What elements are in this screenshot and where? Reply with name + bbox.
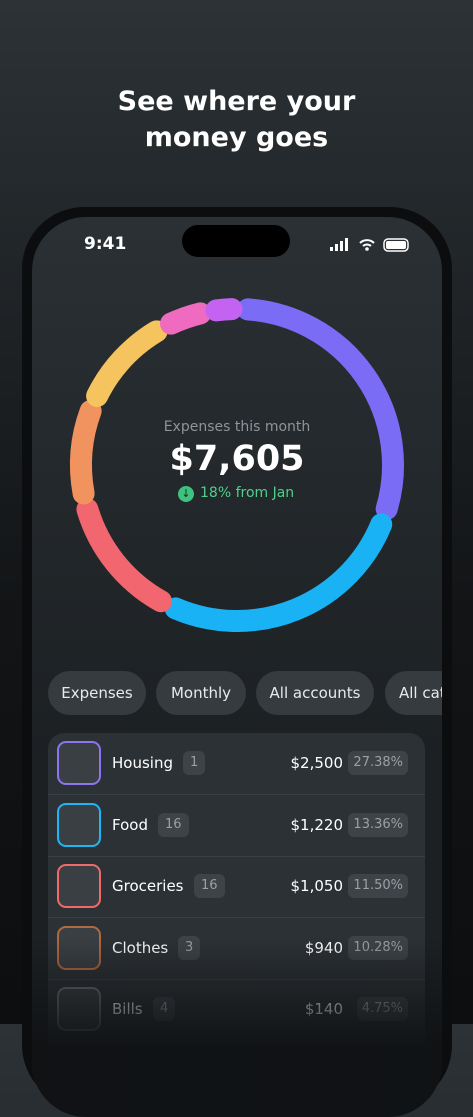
status-time: 9:41 bbox=[84, 234, 127, 254]
filter-chip[interactable]: Expenses bbox=[48, 671, 146, 715]
status-icons bbox=[330, 238, 409, 252]
category-name: Groceries bbox=[112, 877, 184, 895]
category-icon bbox=[57, 741, 101, 785]
filter-chip[interactable]: Monthly bbox=[156, 671, 246, 715]
donut-segment bbox=[159, 302, 212, 335]
category-name: Food bbox=[112, 815, 148, 834]
filter-chip[interactable]: All accounts bbox=[256, 671, 374, 715]
summary-amount: $7,605 bbox=[169, 439, 305, 479]
category-amount: $1,050 bbox=[290, 877, 344, 895]
category-amount: $1,220 bbox=[290, 815, 344, 834]
filter-chip[interactable]: All cat bbox=[385, 671, 442, 715]
headline: See where your bbox=[117, 86, 356, 117]
donut-segment bbox=[236, 298, 404, 521]
donut-segment bbox=[205, 298, 243, 322]
donut-chart bbox=[70, 298, 404, 632]
donut-segment bbox=[164, 513, 393, 632]
category-row[interactable]: Housing 1 $2,500 27.38% bbox=[48, 733, 425, 795]
transaction-count: 16 bbox=[194, 874, 225, 898]
category-share: 11.50% bbox=[348, 874, 408, 898]
category-row[interactable]: Groceries 16 $1,050 11.50% bbox=[48, 856, 425, 918]
donut-segment bbox=[76, 498, 172, 613]
category-amount: $2,500 bbox=[290, 754, 344, 772]
donut-segment bbox=[86, 320, 168, 407]
donut-segment bbox=[70, 399, 102, 505]
category-name: Housing bbox=[112, 754, 173, 772]
category-row[interactable]: Food 16 $1,220 13.36% bbox=[48, 795, 425, 857]
summary-change: 18% from Jan bbox=[200, 485, 295, 501]
category-share: 27.38% bbox=[348, 751, 408, 775]
transaction-count: 1 bbox=[183, 751, 206, 775]
down-icon: ↓ bbox=[178, 486, 194, 502]
category-share: 13.36% bbox=[348, 812, 408, 837]
summary-label: Expenses this month bbox=[163, 419, 311, 435]
headline: money goes bbox=[144, 122, 329, 153]
category-icon bbox=[57, 864, 101, 908]
bottom-fade bbox=[32, 937, 442, 1117]
dynamic-island bbox=[182, 225, 290, 257]
phone-screen: 9:41 Expenses this month $7,605 ↓ 18% fr… bbox=[32, 217, 442, 1117]
category-icon bbox=[57, 802, 101, 847]
transaction-count: 16 bbox=[158, 812, 189, 837]
